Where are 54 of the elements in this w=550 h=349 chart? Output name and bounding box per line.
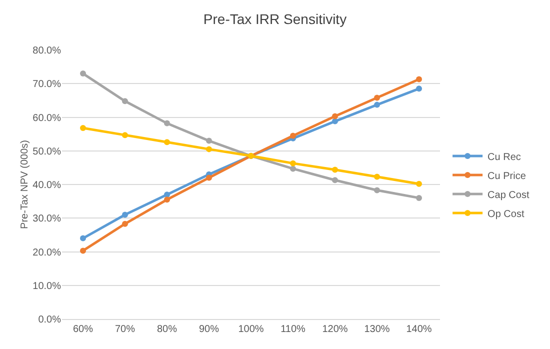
chart-title: Pre-Tax IRR Sensitivity	[203, 10, 347, 27]
point	[332, 118, 338, 124]
x-tick-label: 110%	[280, 324, 306, 335]
x-tick-label: 130%	[364, 324, 390, 335]
point	[164, 196, 170, 203]
point	[332, 113, 338, 120]
point	[80, 235, 86, 242]
point	[164, 120, 170, 126]
point	[122, 98, 128, 104]
point	[206, 138, 212, 144]
x-tick-label: 100%	[238, 324, 264, 335]
point	[374, 187, 380, 194]
y-tick-label: 10.0%	[32, 280, 62, 292]
point	[122, 212, 128, 218]
x-tick-label: 60%	[72, 324, 94, 335]
point	[206, 174, 212, 181]
y-tick-label: 0.0%	[38, 314, 62, 326]
legend-label: Cap Cost	[488, 190, 530, 201]
point	[332, 177, 338, 184]
x-tick-label: 70%	[114, 324, 136, 335]
y-tick-label: 40.0%	[32, 180, 62, 191]
x-tick-label: 80%	[156, 324, 178, 335]
point	[332, 166, 338, 173]
point	[416, 180, 422, 187]
y-tick-label: 20.0%	[32, 247, 62, 258]
point	[416, 76, 422, 82]
point	[164, 139, 170, 146]
point	[416, 194, 422, 201]
y-tick-label: 30.0%	[32, 214, 62, 225]
x-tick-label: 120%	[322, 324, 348, 335]
point	[206, 146, 212, 152]
point	[122, 132, 128, 138]
point	[80, 70, 86, 77]
x-tick-label: 90%	[198, 324, 220, 335]
point	[374, 174, 380, 180]
point	[290, 166, 296, 172]
point	[80, 125, 86, 132]
point	[374, 94, 380, 101]
legend-label: Cu Rec	[488, 152, 521, 163]
point	[416, 86, 422, 92]
point	[374, 102, 380, 108]
point	[80, 248, 86, 254]
point	[290, 160, 296, 166]
y-axis-title: Pre-Tax NPV (000s)	[20, 140, 31, 229]
y-tick-label: 60.0%	[32, 112, 62, 124]
x-tick-label: 140%	[406, 324, 432, 335]
y-tick-label: 70.0%	[32, 79, 62, 90]
y-tick-label: 80.0%	[32, 46, 62, 56]
y-tick-label: 50.0%	[32, 146, 62, 158]
legend-label: Cu Price	[488, 170, 526, 182]
point	[164, 192, 170, 198]
point	[122, 220, 128, 227]
legend-label: Op Cost	[488, 208, 524, 220]
point	[290, 132, 296, 139]
